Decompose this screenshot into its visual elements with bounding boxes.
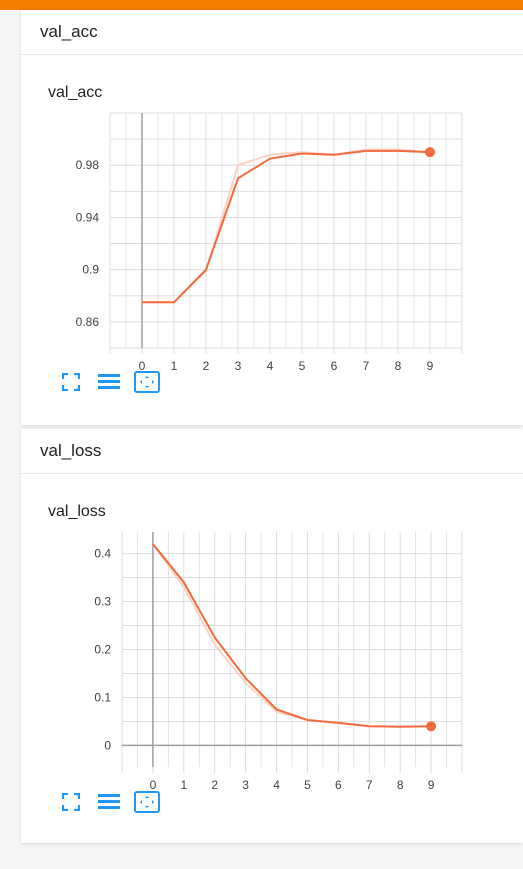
x-tick-label: 8 <box>395 359 402 373</box>
y-tick-label: 0.2 <box>94 643 111 657</box>
expand-button[interactable] <box>57 371 85 393</box>
y-tick-label: 0.86 <box>76 315 100 329</box>
y-tick-label: 0.94 <box>76 210 100 224</box>
chart-toolbar <box>57 791 161 813</box>
y-tick-label: 0 <box>104 738 111 752</box>
top-accent-bar <box>0 0 523 10</box>
x-tick-label: 5 <box>304 778 311 792</box>
val-acc-card: val_acc val_acc 0.86 0.9 0.94 0.98 0 1 2 3 4 5 6 7 8… <box>21 10 523 425</box>
y-tick-label: 0.9 <box>82 263 99 277</box>
x-tick-label: 9 <box>428 778 435 792</box>
x-tick-label: 4 <box>267 359 274 373</box>
card-header[interactable]: val_loss <box>21 429 523 474</box>
y-tick-label: 0.3 <box>94 595 111 609</box>
x-tick-label: 3 <box>235 359 242 373</box>
y-tick-label: 0.1 <box>94 690 111 704</box>
toggle-log-scale-button[interactable] <box>95 791 123 813</box>
fit-domain-icon <box>134 791 160 813</box>
chart-toolbar <box>57 371 161 393</box>
expand-icon <box>62 373 80 391</box>
chart-title: val_acc <box>48 84 102 101</box>
y-tick-label: 0.4 <box>94 547 111 561</box>
x-tick-label: 1 <box>180 778 187 792</box>
x-tick-label: 2 <box>203 359 210 373</box>
card-header[interactable]: val_acc <box>21 10 523 55</box>
x-tick-label: 4 <box>273 778 280 792</box>
series-line <box>142 149 431 304</box>
x-tick-label: 7 <box>366 778 373 792</box>
x-tick-label: 5 <box>299 359 306 373</box>
val-loss-card: val_loss val_loss 0 0.1 0.2 0.3 0.4 0 1 2 3 4 5 6 7 8… <box>21 429 523 843</box>
expand-icon <box>62 793 80 811</box>
x-tick-label: 7 <box>363 359 370 373</box>
toggle-log-scale-button[interactable] <box>95 371 123 393</box>
x-tick-label: 0 <box>139 359 146 373</box>
fit-domain-icon <box>134 371 160 393</box>
list-icon <box>98 374 120 389</box>
val-loss-chart: val_loss 0 0.1 0.2 0.3 0.4 0 1 2 3 4 5 6 7 8 9 <box>48 503 463 792</box>
last-point-marker[interactable] <box>425 147 435 158</box>
last-point-marker[interactable] <box>426 721 437 732</box>
fit-domain-button[interactable] <box>133 371 161 393</box>
x-tick-label: 1 <box>171 359 178 373</box>
x-tick-label: 3 <box>242 778 249 792</box>
val-acc-chart: val_acc 0.86 0.9 0.94 0.98 0 1 2 3 4 5 6 7 8 9 <box>48 84 463 373</box>
x-tick-label: 8 <box>397 778 404 792</box>
x-tick-label: 9 <box>427 359 434 373</box>
chart-title: val_loss <box>48 503 106 520</box>
fit-domain-button[interactable] <box>133 791 161 813</box>
expand-button[interactable] <box>57 791 85 813</box>
x-tick-label: 2 <box>211 778 218 792</box>
y-tick-label: 0.98 <box>76 158 100 172</box>
list-icon <box>98 794 120 809</box>
x-tick-label: 0 <box>150 778 157 792</box>
series-line <box>152 543 432 728</box>
x-tick-label: 6 <box>331 359 338 373</box>
x-tick-label: 6 <box>335 778 342 792</box>
